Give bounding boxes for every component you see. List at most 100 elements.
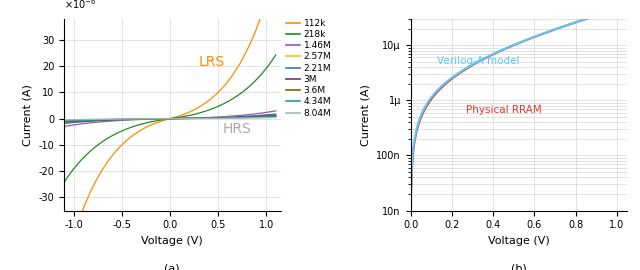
Legend: 112k, 218k, 1.46M, 2.57M, 2.21M, 3M, 3.6M, 4.34M, 8.04M: 112k, 218k, 1.46M, 2.57M, 2.21M, 3M, 3.6… bbox=[283, 15, 335, 121]
3M bbox=[84, 119, 92, 122]
2.21M bbox=[97, 119, 104, 122]
Line: 2.57M: 2.57M bbox=[64, 114, 276, 123]
1.46M bbox=[245, 113, 253, 116]
2.21M bbox=[272, 112, 280, 116]
Text: (b): (b) bbox=[511, 264, 527, 270]
Verilog-A model bbox=[490, 52, 498, 55]
Text: LRS: LRS bbox=[199, 55, 225, 69]
8.04M bbox=[97, 117, 104, 121]
X-axis label: Voltage (V): Voltage (V) bbox=[488, 236, 550, 246]
8.04M bbox=[141, 117, 149, 120]
3M bbox=[245, 115, 253, 119]
3.6M bbox=[141, 117, 149, 121]
2.57M bbox=[272, 113, 280, 116]
Verilog-A model bbox=[444, 79, 452, 82]
Line: 112k: 112k bbox=[64, 0, 276, 270]
3.6M bbox=[60, 120, 68, 123]
Line: Verilog-A model: Verilog-A model bbox=[411, 6, 627, 211]
218k bbox=[97, 141, 104, 144]
112k bbox=[97, 171, 104, 174]
Line: 4.34M: 4.34M bbox=[64, 116, 276, 121]
Line: 2.21M: 2.21M bbox=[64, 114, 276, 123]
218k bbox=[141, 122, 149, 125]
1.46M bbox=[60, 125, 68, 128]
218k bbox=[272, 53, 280, 56]
Text: HRS: HRS bbox=[223, 122, 252, 136]
Line: 1.46M: 1.46M bbox=[64, 111, 276, 127]
4.34M bbox=[268, 115, 275, 118]
8.04M bbox=[84, 118, 92, 121]
2.57M bbox=[97, 119, 104, 122]
Text: (a): (a) bbox=[164, 264, 180, 270]
2.21M bbox=[141, 117, 149, 121]
X-axis label: Voltage (V): Voltage (V) bbox=[141, 236, 203, 246]
Line: 218k: 218k bbox=[64, 55, 276, 183]
4.34M bbox=[60, 119, 68, 123]
Verilog-A model bbox=[596, 13, 604, 16]
3.6M bbox=[150, 117, 158, 120]
Y-axis label: Current (A): Current (A) bbox=[361, 84, 371, 146]
Line: 8.04M: 8.04M bbox=[64, 117, 276, 120]
2.57M bbox=[268, 113, 275, 117]
Verilog-A model bbox=[431, 91, 439, 94]
112k bbox=[141, 126, 149, 129]
1.46M bbox=[272, 109, 280, 113]
Physical RRAM bbox=[619, 6, 627, 9]
3M bbox=[272, 114, 280, 117]
112k bbox=[84, 195, 92, 199]
Text: Verilog-A model: Verilog-A model bbox=[437, 56, 520, 66]
Physical RRAM bbox=[444, 80, 452, 83]
2.21M bbox=[268, 113, 275, 116]
1.46M bbox=[84, 122, 92, 125]
2.57M bbox=[60, 121, 68, 124]
4.34M bbox=[97, 118, 104, 121]
3.6M bbox=[245, 116, 253, 119]
218k bbox=[60, 181, 68, 184]
2.21M bbox=[245, 114, 253, 118]
1.46M bbox=[268, 110, 275, 113]
4.34M bbox=[150, 117, 158, 120]
2.57M bbox=[245, 115, 253, 118]
Physical RRAM bbox=[431, 92, 439, 96]
2.21M bbox=[150, 117, 158, 120]
Physical RRAM bbox=[596, 13, 604, 16]
4.34M bbox=[245, 116, 253, 119]
2.57M bbox=[150, 117, 158, 120]
3.6M bbox=[268, 114, 275, 118]
1.46M bbox=[150, 117, 158, 121]
3M bbox=[141, 117, 149, 121]
3M bbox=[60, 120, 68, 124]
2.57M bbox=[84, 119, 92, 123]
4.34M bbox=[141, 117, 149, 120]
3.6M bbox=[272, 114, 280, 118]
2.21M bbox=[84, 120, 92, 123]
Physical RRAM bbox=[623, 5, 631, 8]
3M bbox=[97, 119, 104, 122]
1.46M bbox=[97, 120, 104, 123]
218k bbox=[150, 120, 158, 123]
218k bbox=[245, 85, 253, 89]
218k bbox=[268, 59, 275, 63]
Verilog-A model bbox=[623, 5, 631, 8]
Physical RRAM bbox=[499, 48, 507, 51]
8.04M bbox=[60, 118, 68, 122]
Verilog-A model bbox=[619, 6, 627, 9]
Physical RRAM bbox=[407, 212, 415, 215]
112k bbox=[245, 45, 253, 48]
3.6M bbox=[97, 118, 104, 122]
8.04M bbox=[245, 116, 253, 120]
Text: Physical RRAM: Physical RRAM bbox=[467, 104, 542, 114]
Line: Physical RRAM: Physical RRAM bbox=[411, 6, 627, 213]
Line: 3M: 3M bbox=[64, 115, 276, 122]
3.6M bbox=[84, 119, 92, 122]
4.34M bbox=[272, 115, 280, 118]
Line: 3.6M: 3.6M bbox=[64, 116, 276, 122]
4.34M bbox=[84, 118, 92, 122]
3M bbox=[268, 114, 275, 117]
8.04M bbox=[150, 117, 158, 120]
Y-axis label: Current (A): Current (A) bbox=[23, 84, 33, 146]
2.57M bbox=[141, 117, 149, 121]
3M bbox=[150, 117, 158, 120]
1.46M bbox=[141, 118, 149, 121]
8.04M bbox=[272, 116, 280, 119]
